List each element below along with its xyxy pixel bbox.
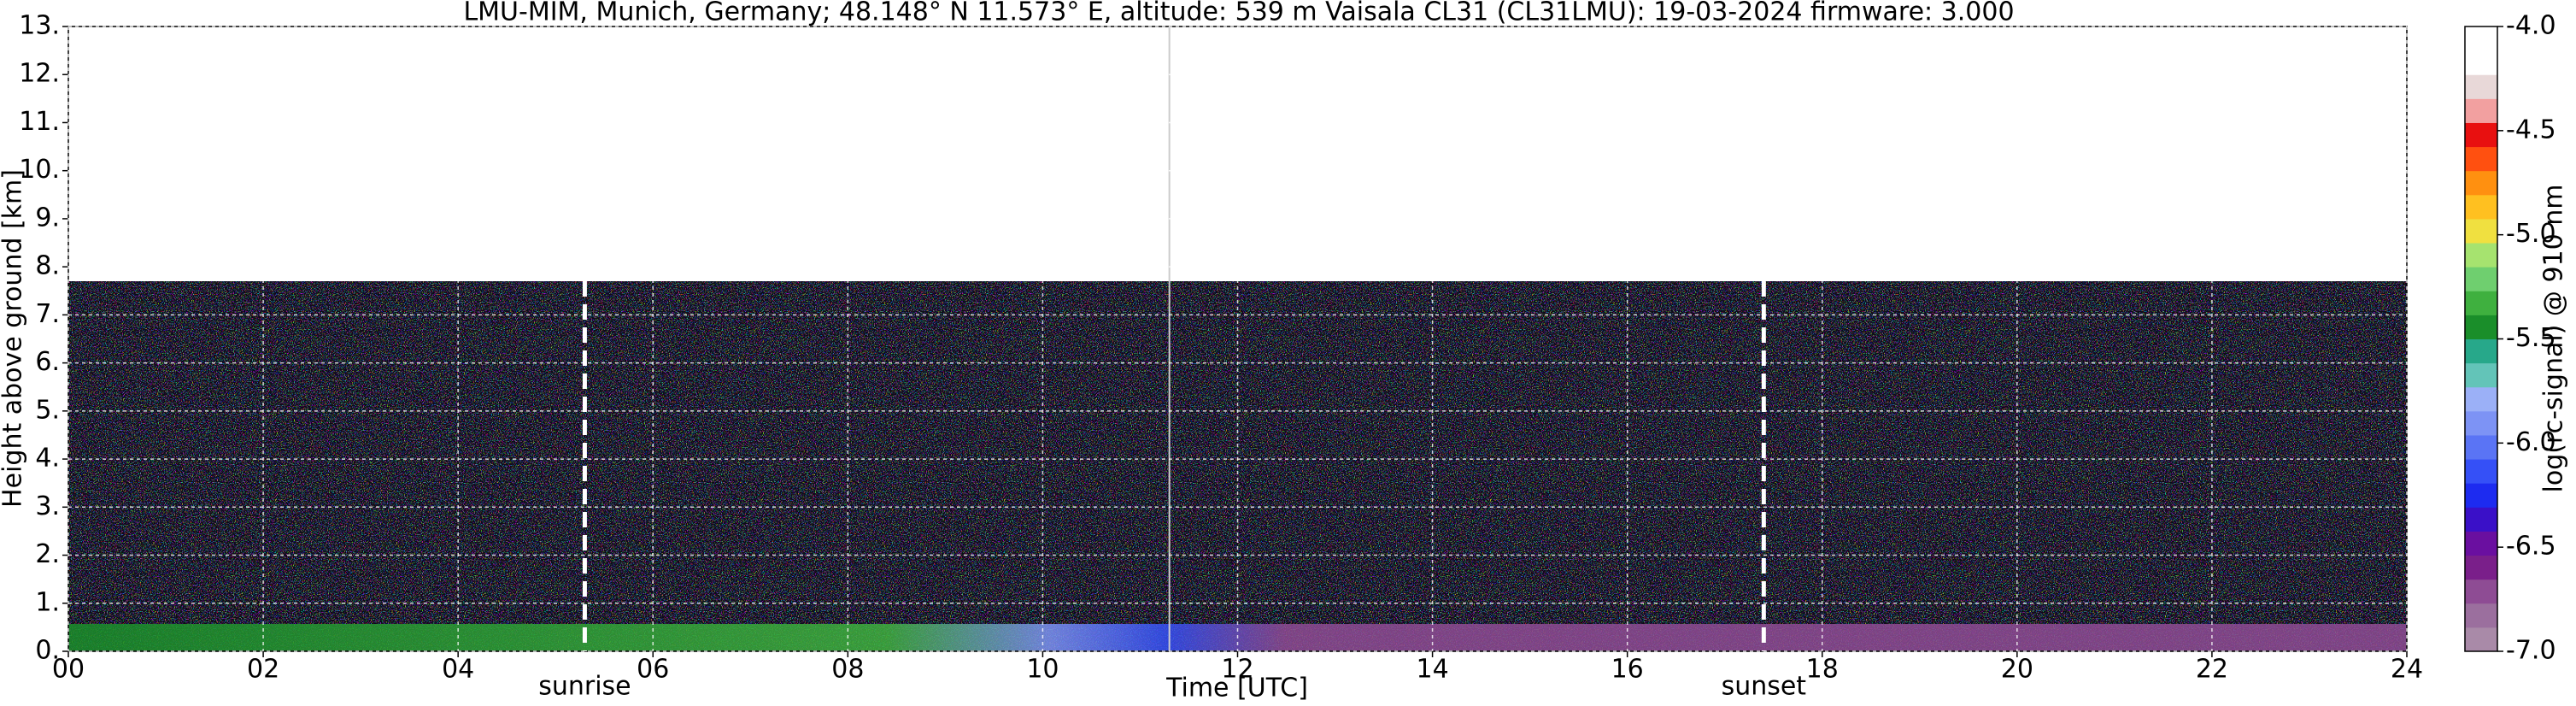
colorbar-swatch <box>2465 410 2497 436</box>
colorbar-swatch <box>2465 603 2497 628</box>
colorbar-swatch <box>2465 459 2497 484</box>
colorbar-swatch <box>2465 74 2497 99</box>
x-tick-label: 04 <box>442 655 474 685</box>
colorbar-swatch <box>2465 26 2497 51</box>
y-tick-label: 9. <box>35 203 60 232</box>
y-tick-label: 10. <box>19 155 60 185</box>
x-tick-label: 24 <box>2391 655 2423 685</box>
y-tick-label: 2. <box>35 539 60 569</box>
colorbar-swatch <box>2465 555 2497 580</box>
colorbar-label: log(rc-signal) @ 910 nm <box>2539 185 2569 493</box>
colorbar-tick-label: -7.0 <box>2506 636 2556 666</box>
y-tick-label: 0. <box>35 636 60 666</box>
y-tick-label: 1. <box>35 587 60 617</box>
colorbar-swatch <box>2465 243 2497 268</box>
colorbar-swatch <box>2465 267 2497 291</box>
colorbar-swatch <box>2465 362 2497 388</box>
colorbar-swatch <box>2465 483 2497 508</box>
x-tick-label: 02 <box>247 655 279 685</box>
colorbar-swatch <box>2465 170 2497 196</box>
annotation-label: sunrise <box>538 672 631 702</box>
colorbar-tick-label: -6.5 <box>2506 532 2556 562</box>
y-tick-label: 13. <box>19 11 60 41</box>
colorbar-tick-label: -6.0 <box>2506 427 2556 457</box>
x-axis-label: Time [UTC] <box>1165 674 1308 703</box>
y-tick-label: 7. <box>35 299 60 329</box>
x-tick-label: 20 <box>2001 655 2033 685</box>
y-tick-label: 6. <box>35 347 60 377</box>
x-tick-label: 08 <box>831 655 864 685</box>
x-tick-label: 18 <box>1806 655 1839 685</box>
colorbar-swatch <box>2465 627 2497 652</box>
colorbar-swatch <box>2465 315 2497 339</box>
colorbar-swatch <box>2465 531 2497 556</box>
colorbar-tick-label: -5.0 <box>2506 219 2556 249</box>
colorbar-swatch <box>2465 194 2497 220</box>
y-tick-label: 8. <box>35 251 60 281</box>
x-tick-label: 00 <box>52 655 85 685</box>
colorbar-swatch <box>2465 386 2497 412</box>
colorbar-swatch <box>2465 579 2497 604</box>
colorbar-swatch <box>2465 291 2497 315</box>
colorbar-swatch <box>2465 507 2497 532</box>
y-tick-label: 12. <box>19 59 60 89</box>
colorbar-tick-label: -5.5 <box>2506 323 2556 353</box>
y-tick-label: 5. <box>35 395 60 425</box>
colorbar-tick-label: -4.0 <box>2506 11 2556 41</box>
colorbar-tick-label: -4.5 <box>2506 115 2556 144</box>
colorbar-swatch <box>2465 50 2497 75</box>
annotation-label: sunset <box>1722 672 1807 702</box>
x-tick-label: 10 <box>1026 655 1059 685</box>
x-tick-label: 14 <box>1416 655 1448 685</box>
chart-title: LMU-MIM, Munich, Germany; 48.148° N 11.5… <box>463 0 2014 27</box>
colorbar-swatch <box>2465 146 2497 172</box>
y-axis-label: Height above ground [km] <box>0 169 28 508</box>
x-tick-label: 22 <box>2196 655 2228 685</box>
x-tick-label: 16 <box>1611 655 1644 685</box>
colorbar-swatch <box>2465 122 2497 148</box>
colorbar-swatch <box>2465 338 2497 364</box>
colorbar-swatch <box>2465 218 2497 244</box>
colorbar-swatch <box>2465 98 2497 123</box>
x-tick-label: 06 <box>637 655 669 685</box>
colorbar-swatch <box>2465 434 2497 460</box>
y-tick-label: 3. <box>35 491 60 521</box>
y-tick-label: 4. <box>35 444 60 474</box>
y-tick-label: 11. <box>19 107 60 137</box>
x-tick-label: 12 <box>1221 655 1253 685</box>
